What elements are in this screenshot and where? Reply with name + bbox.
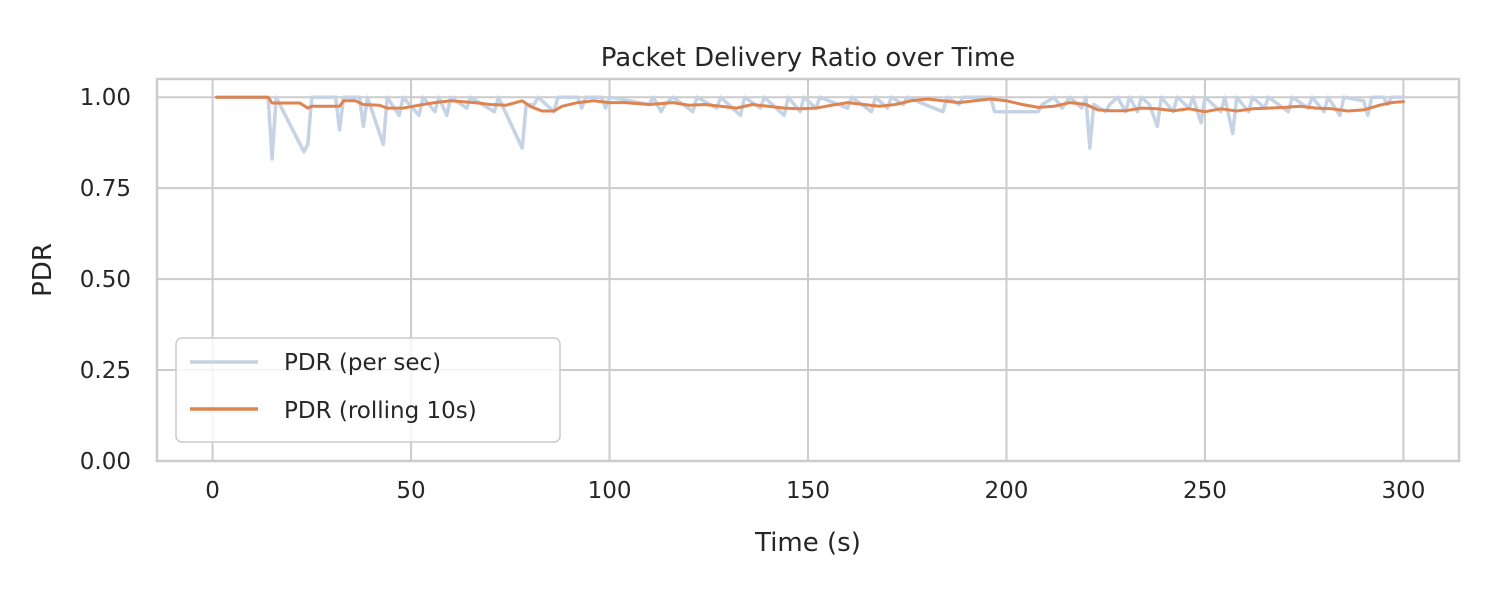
y-axis-label: PDR xyxy=(28,243,58,297)
y-tick-labels: 0.00 0.25 0.50 0.75 1.00 xyxy=(80,85,131,475)
x-axis-label: Time (s) xyxy=(754,528,861,558)
x-tick-label: 200 xyxy=(985,478,1029,504)
legend-label-rolling: PDR (rolling 10s) xyxy=(284,398,477,424)
legend: PDR (per sec) PDR (rolling 10s) xyxy=(175,337,561,443)
x-tick-label: 300 xyxy=(1381,478,1425,504)
series-line-per-sec xyxy=(214,95,1406,161)
series-line-rolling xyxy=(215,95,1405,114)
grid xyxy=(157,79,1459,462)
x-tick-label: 100 xyxy=(588,478,632,504)
legend-label-per-sec: PDR (per sec) xyxy=(284,350,441,376)
y-tick-label: 0.00 xyxy=(80,449,131,475)
plot-frame xyxy=(155,77,1461,463)
x-tick-label: 0 xyxy=(205,478,220,504)
x-tick-label: 250 xyxy=(1183,478,1227,504)
y-tick-label: 0.25 xyxy=(80,358,131,384)
x-tick-label: 150 xyxy=(786,478,830,504)
y-tick-label: 1.00 xyxy=(80,85,131,111)
legend-box xyxy=(175,337,561,443)
y-tick-label: 0.50 xyxy=(80,267,131,293)
x-tick-label: 50 xyxy=(396,478,425,504)
y-tick-label: 0.75 xyxy=(80,176,131,202)
x-tick-labels: 0 50 100 150 200 250 300 xyxy=(205,478,1425,504)
chart-title: Packet Delivery Ratio over Time xyxy=(601,43,1015,73)
series-layer xyxy=(214,95,1406,161)
